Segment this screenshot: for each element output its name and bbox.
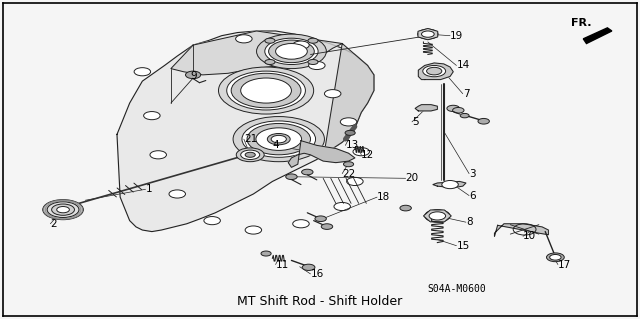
Circle shape	[347, 177, 363, 186]
Text: 20: 20	[406, 173, 419, 183]
Circle shape	[345, 130, 355, 135]
Text: 18: 18	[377, 192, 390, 202]
Circle shape	[57, 206, 69, 213]
Text: 14: 14	[456, 61, 470, 70]
Circle shape	[425, 210, 450, 222]
Circle shape	[169, 190, 186, 198]
Circle shape	[427, 67, 442, 75]
Circle shape	[478, 118, 490, 124]
Circle shape	[241, 150, 260, 160]
Text: 17: 17	[558, 259, 571, 270]
Circle shape	[308, 61, 325, 70]
Circle shape	[242, 121, 316, 157]
Text: 19: 19	[450, 31, 463, 41]
Circle shape	[353, 148, 369, 156]
Circle shape	[236, 148, 264, 162]
Circle shape	[547, 253, 564, 262]
Circle shape	[143, 112, 160, 120]
Circle shape	[344, 162, 354, 167]
Text: 12: 12	[361, 150, 374, 160]
Circle shape	[52, 204, 74, 215]
Text: 15: 15	[456, 241, 470, 251]
Text: MT Shift Rod - Shift Holder: MT Shift Rod - Shift Holder	[237, 295, 403, 308]
Circle shape	[321, 224, 333, 229]
Text: 21: 21	[244, 134, 257, 144]
Circle shape	[245, 226, 262, 234]
Polygon shape	[415, 105, 437, 111]
Circle shape	[241, 78, 291, 103]
Circle shape	[265, 38, 318, 64]
Circle shape	[418, 29, 438, 39]
Circle shape	[292, 41, 309, 49]
Polygon shape	[323, 43, 374, 160]
Circle shape	[43, 200, 83, 220]
Text: 9: 9	[190, 71, 196, 81]
Circle shape	[256, 128, 301, 151]
Circle shape	[550, 255, 561, 260]
Circle shape	[442, 181, 458, 189]
Circle shape	[423, 65, 445, 77]
Circle shape	[301, 169, 313, 175]
Text: 2: 2	[51, 219, 57, 229]
Text: 4: 4	[273, 140, 279, 150]
Polygon shape	[495, 224, 548, 236]
Circle shape	[247, 123, 310, 155]
Polygon shape	[583, 28, 612, 43]
Text: FR.: FR.	[571, 18, 591, 28]
Text: 5: 5	[412, 117, 419, 127]
Circle shape	[400, 205, 412, 211]
Polygon shape	[424, 210, 451, 222]
Circle shape	[218, 67, 314, 114]
Text: 11: 11	[276, 259, 289, 270]
Circle shape	[285, 174, 297, 180]
Circle shape	[257, 34, 326, 69]
Text: 8: 8	[466, 217, 472, 227]
Circle shape	[292, 220, 309, 228]
Text: 3: 3	[469, 169, 476, 179]
Circle shape	[460, 114, 469, 118]
Text: 22: 22	[342, 169, 355, 179]
Circle shape	[429, 212, 445, 220]
Polygon shape	[288, 141, 355, 167]
Circle shape	[204, 217, 220, 225]
Circle shape	[269, 40, 314, 63]
Circle shape	[315, 216, 326, 222]
Circle shape	[452, 108, 464, 113]
Text: 7: 7	[463, 89, 469, 99]
Text: 16: 16	[310, 269, 324, 279]
Text: 10: 10	[523, 231, 536, 241]
Circle shape	[302, 264, 315, 271]
Circle shape	[231, 73, 301, 108]
Text: 1: 1	[145, 184, 152, 194]
Polygon shape	[171, 31, 342, 75]
Circle shape	[150, 151, 166, 159]
Circle shape	[308, 38, 318, 43]
Text: 6: 6	[469, 190, 476, 201]
Text: 13: 13	[346, 140, 358, 150]
Circle shape	[276, 43, 307, 59]
Circle shape	[134, 68, 150, 76]
Circle shape	[422, 31, 434, 37]
Circle shape	[334, 203, 351, 211]
Polygon shape	[117, 31, 374, 232]
Circle shape	[261, 251, 271, 256]
Circle shape	[271, 135, 286, 143]
Circle shape	[233, 116, 324, 162]
Circle shape	[308, 59, 318, 64]
Circle shape	[47, 202, 79, 218]
Circle shape	[447, 105, 460, 112]
Circle shape	[265, 59, 275, 64]
Circle shape	[186, 71, 201, 78]
Circle shape	[324, 90, 341, 98]
Polygon shape	[419, 63, 453, 79]
Circle shape	[265, 38, 275, 43]
Polygon shape	[433, 182, 466, 188]
Circle shape	[268, 133, 290, 145]
Circle shape	[236, 35, 252, 43]
Text: S04A-M0600: S04A-M0600	[427, 284, 486, 294]
Circle shape	[340, 118, 356, 126]
Polygon shape	[418, 28, 438, 40]
Circle shape	[245, 152, 255, 157]
Circle shape	[227, 71, 305, 110]
